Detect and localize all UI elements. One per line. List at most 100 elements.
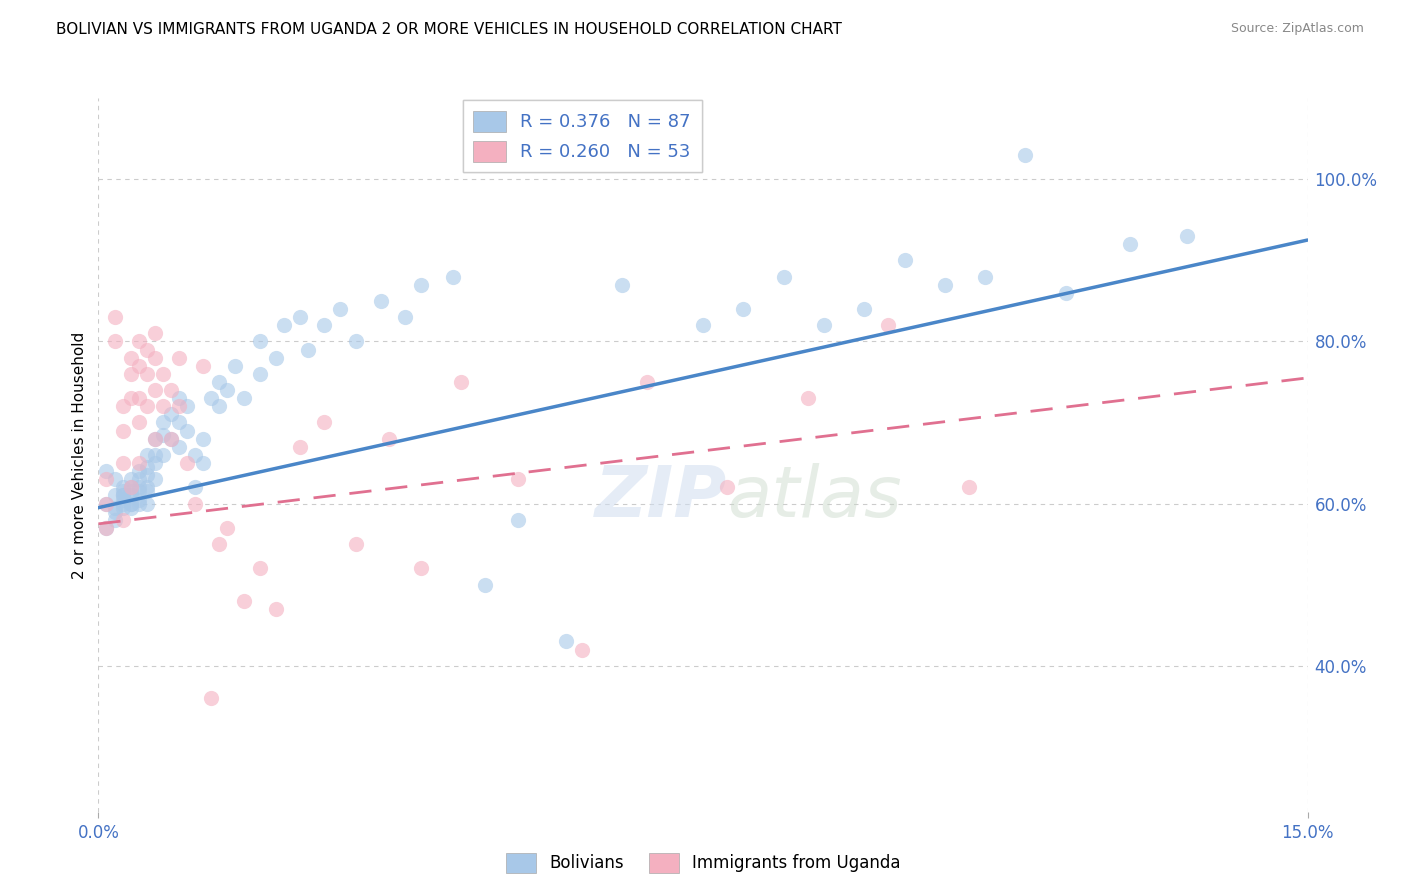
- Point: [111, 399, 134, 413]
- Point: [135, 367, 157, 381]
- Point: [128, 480, 150, 494]
- Point: [111, 456, 134, 470]
- Point: [249, 561, 271, 575]
- Point: [120, 500, 142, 515]
- Point: [120, 351, 142, 365]
- Point: [135, 497, 157, 511]
- Point: [160, 383, 183, 397]
- Point: [103, 334, 125, 349]
- Point: [96, 521, 118, 535]
- Legend: R = 0.376   N = 87, R = 0.260   N = 53: R = 0.376 N = 87, R = 0.260 N = 53: [463, 100, 702, 172]
- Point: [571, 642, 593, 657]
- Point: [103, 488, 125, 502]
- Point: [128, 334, 150, 349]
- Point: [224, 359, 246, 373]
- Point: [893, 253, 915, 268]
- Point: [135, 399, 157, 413]
- Point: [217, 521, 239, 535]
- Point: [135, 448, 157, 462]
- Text: Source: ZipAtlas.com: Source: ZipAtlas.com: [1230, 22, 1364, 36]
- Point: [120, 480, 142, 494]
- Point: [160, 408, 183, 422]
- Point: [450, 375, 472, 389]
- Point: [249, 367, 271, 381]
- Point: [612, 277, 634, 292]
- Point: [111, 484, 134, 499]
- Text: ZIP: ZIP: [595, 463, 727, 533]
- Point: [143, 383, 166, 397]
- Point: [135, 343, 157, 357]
- Point: [128, 391, 150, 405]
- Point: [329, 301, 352, 316]
- Point: [441, 269, 464, 284]
- Point: [344, 334, 367, 349]
- Point: [167, 391, 190, 405]
- Y-axis label: 2 or more Vehicles in Household: 2 or more Vehicles in Household: [72, 331, 87, 579]
- Point: [111, 500, 134, 515]
- Point: [128, 416, 150, 430]
- Point: [232, 391, 254, 405]
- Text: atlas: atlas: [727, 463, 901, 533]
- Point: [120, 484, 142, 499]
- Point: [1054, 285, 1077, 300]
- Point: [314, 318, 336, 333]
- Point: [877, 318, 900, 333]
- Point: [249, 334, 271, 349]
- Point: [176, 424, 198, 438]
- Point: [167, 416, 190, 430]
- Point: [208, 537, 231, 551]
- Point: [128, 456, 150, 470]
- Point: [288, 440, 311, 454]
- Point: [733, 301, 755, 316]
- Point: [143, 432, 166, 446]
- Point: [1175, 229, 1198, 244]
- Point: [135, 460, 157, 475]
- Point: [193, 456, 215, 470]
- Point: [370, 293, 392, 308]
- Point: [377, 432, 399, 446]
- Point: [474, 577, 496, 591]
- Point: [103, 505, 125, 519]
- Point: [103, 513, 125, 527]
- Point: [167, 351, 190, 365]
- Point: [184, 448, 207, 462]
- Point: [120, 391, 142, 405]
- Point: [103, 500, 125, 515]
- Point: [143, 456, 166, 470]
- Point: [208, 375, 231, 389]
- Point: [128, 484, 150, 499]
- Point: [160, 432, 183, 446]
- Point: [772, 269, 794, 284]
- Point: [200, 691, 222, 706]
- Point: [143, 432, 166, 446]
- Point: [1119, 237, 1142, 252]
- Point: [103, 472, 125, 486]
- Point: [1014, 148, 1036, 162]
- Point: [103, 310, 125, 324]
- Point: [96, 464, 118, 478]
- Point: [120, 497, 142, 511]
- Point: [273, 318, 295, 333]
- Point: [143, 326, 166, 341]
- Point: [152, 427, 174, 442]
- Point: [176, 399, 198, 413]
- Point: [128, 492, 150, 507]
- Point: [111, 497, 134, 511]
- Legend: Bolivians, Immigrants from Uganda: Bolivians, Immigrants from Uganda: [499, 847, 907, 880]
- Point: [506, 513, 529, 527]
- Point: [96, 497, 118, 511]
- Point: [264, 602, 287, 616]
- Point: [853, 301, 876, 316]
- Point: [152, 367, 174, 381]
- Point: [506, 472, 529, 486]
- Point: [135, 484, 157, 499]
- Point: [167, 440, 190, 454]
- Point: [111, 513, 134, 527]
- Point: [152, 416, 174, 430]
- Point: [193, 359, 215, 373]
- Point: [314, 416, 336, 430]
- Point: [128, 464, 150, 478]
- Point: [716, 480, 738, 494]
- Point: [160, 432, 183, 446]
- Point: [120, 367, 142, 381]
